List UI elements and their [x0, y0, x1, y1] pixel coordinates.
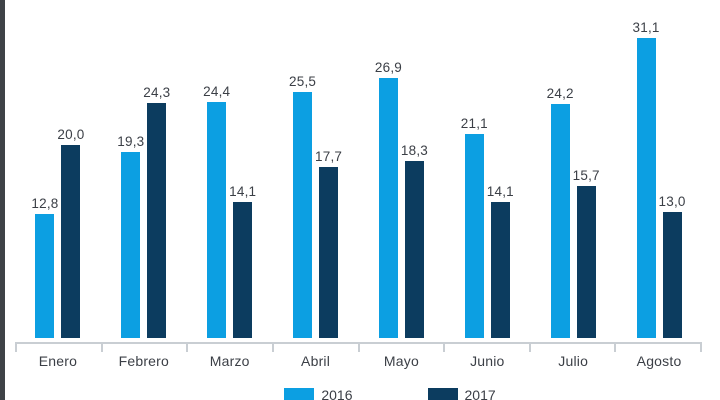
value-label: 25,5: [289, 74, 317, 89]
bar-2017-enero: 20,0: [57, 127, 84, 338]
value-label: 24,2: [546, 86, 574, 101]
category-group-marzo: 24,4 14,1: [187, 0, 273, 338]
bar-2017-febrero: 24,3: [143, 85, 170, 338]
value-label: 12,8: [31, 196, 59, 211]
month-label-febrero: Febrero: [118, 353, 170, 369]
value-label: 14,1: [486, 184, 514, 199]
value-label: 31,1: [632, 20, 660, 35]
axis-tick: [186, 344, 188, 352]
value-label: 17,7: [315, 149, 343, 164]
bar-2016-febrero: 19,3: [117, 134, 144, 338]
bar-2016-mayo: 26,9: [375, 60, 402, 338]
category-group-junio: 21,1 14,1: [444, 0, 530, 338]
bar-2017-agosto: 13,0: [659, 194, 685, 338]
axis-tick: [272, 344, 274, 352]
category-group-abril: 25,5 17,7: [273, 0, 359, 338]
category-group-julio: 24,2 15,7: [530, 0, 616, 338]
bar-2016-enero: 12,8: [31, 196, 58, 338]
category-group-febrero: 19,3 24,3: [101, 0, 187, 338]
month-label-enero: Enero: [38, 353, 78, 369]
value-label: 26,9: [374, 60, 402, 75]
bar-2017-mayo: 18,3: [401, 143, 428, 338]
axis-tick: [614, 344, 616, 352]
value-label: 13,0: [658, 194, 686, 209]
category-group-mayo: 26,9 18,3: [359, 0, 445, 338]
x-axis-line: [15, 342, 702, 353]
legend-item-2016: 2016: [284, 387, 353, 400]
month-label-abril: Abril: [301, 353, 331, 369]
bar-2016-marzo: 24,4: [203, 84, 230, 338]
left-border-line: [0, 0, 5, 400]
axis-tick: [358, 344, 360, 352]
bar-2016-abril: 25,5: [289, 74, 316, 338]
bar-2017-abril: 17,7: [315, 149, 342, 338]
bar-2016-junio: 21,1: [461, 116, 488, 338]
x-axis-labels: Enero Febrero Marzo Abril Mayo Junio Julio Agos…: [15, 353, 702, 369]
value-label: 15,7: [572, 168, 600, 183]
bar-2016-agosto: 31,1: [633, 20, 659, 338]
month-label-junio: Junio: [470, 353, 505, 369]
value-label: 14,1: [229, 184, 257, 199]
axis-tick: [700, 344, 702, 352]
axis-tick: [443, 344, 445, 352]
legend-swatch-2017: [427, 388, 458, 400]
bar-2017-marzo: 14,1: [229, 184, 256, 338]
month-label-julio: Julio: [558, 353, 589, 369]
value-label: 18,3: [400, 143, 428, 158]
month-label-marzo: Marzo: [209, 353, 250, 369]
axis-tick: [101, 344, 103, 352]
value-label: 20,0: [57, 127, 85, 142]
bar-2016-julio: 24,2: [547, 86, 574, 338]
value-label: 24,4: [203, 84, 231, 99]
plot-area: 12,8 20,0 19,3 24,3 24,4 14,1 25,5 17,7 26,9 18,3…: [15, 0, 702, 338]
value-label: 24,3: [143, 85, 171, 100]
value-label: 19,3: [117, 134, 145, 149]
value-label: 21,1: [460, 116, 488, 131]
bar-2017-junio: 14,1: [487, 184, 514, 338]
legend-item-2017: 2017: [427, 387, 496, 400]
axis-tick: [529, 344, 531, 352]
month-label-agosto: Agosto: [636, 353, 682, 369]
bar-2017-julio: 15,7: [573, 168, 600, 338]
legend: 2016 2017: [30, 387, 720, 400]
axis-tick: [15, 344, 17, 352]
month-label-mayo: Mayo: [383, 353, 419, 369]
category-group-enero: 12,8 20,0: [15, 0, 101, 338]
legend-swatch-2016: [284, 388, 315, 400]
legend-label-2017: 2017: [464, 387, 496, 400]
category-group-agosto: 31,1 13,0: [616, 0, 702, 338]
legend-label-2016: 2016: [321, 387, 353, 400]
